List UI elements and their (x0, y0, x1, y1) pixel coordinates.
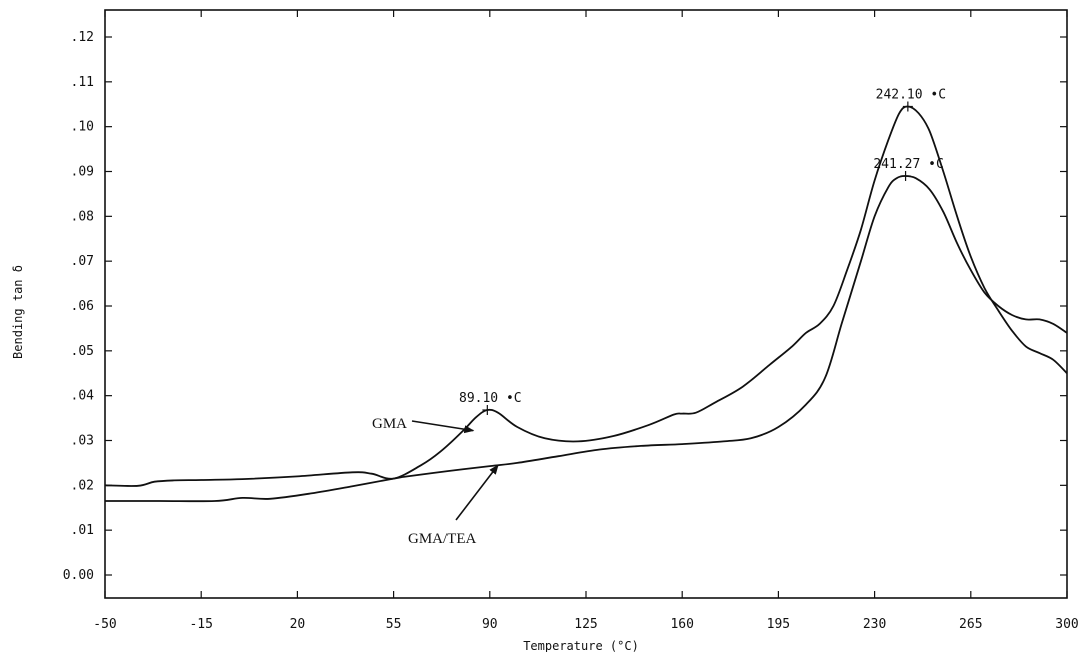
y-tick-label: .11 (71, 75, 94, 90)
y-tick-label: .01 (71, 523, 94, 538)
y-tick-label: .05 (71, 344, 94, 359)
x-tick-label: 20 (290, 617, 306, 632)
annotation-gma-tea-arrow (455, 464, 499, 521)
x-tick-label: 300 (1055, 617, 1078, 632)
x-tick-label: 90 (482, 617, 498, 632)
x-axis-label: Temperature (°C) (523, 639, 639, 652)
peak-label: 89.10 •C (459, 391, 522, 406)
y-tick-label: .09 (71, 165, 94, 180)
series-line-gma (104, 105, 1068, 487)
x-tick-label: 125 (574, 617, 597, 632)
annotation-gma: GMA (372, 416, 407, 432)
y-tick-label: .03 (71, 434, 94, 449)
x-tick-label: 55 (386, 617, 402, 632)
y-axis-label: Bending tan δ (11, 265, 25, 359)
series-line-gma-tea (104, 175, 1068, 503)
x-tick-label: 265 (959, 617, 982, 632)
x-tick-label: 160 (670, 617, 693, 632)
y-tick-label: .07 (71, 254, 94, 269)
y-tick-label: .10 (71, 120, 94, 135)
x-tick-label: 230 (863, 617, 886, 632)
y-tick-label: .12 (71, 30, 94, 45)
x-tick-label: -50 (93, 617, 116, 632)
peak-label: 242.10 •C (876, 87, 946, 102)
x-tick-label: -15 (189, 617, 212, 632)
x-tick-label: 195 (767, 617, 790, 632)
y-tick-label: 0.00 (63, 568, 94, 583)
peak-label: 241.27 •C (873, 157, 943, 172)
y-tick-label: .02 (71, 478, 94, 493)
y-tick-label: .08 (71, 209, 94, 224)
y-tick-label: .04 (71, 389, 95, 404)
annotation-gma-tea: GMA/TEA (408, 531, 476, 547)
annotation-gma-arrow (411, 420, 475, 434)
y-tick-label: .06 (71, 299, 94, 314)
